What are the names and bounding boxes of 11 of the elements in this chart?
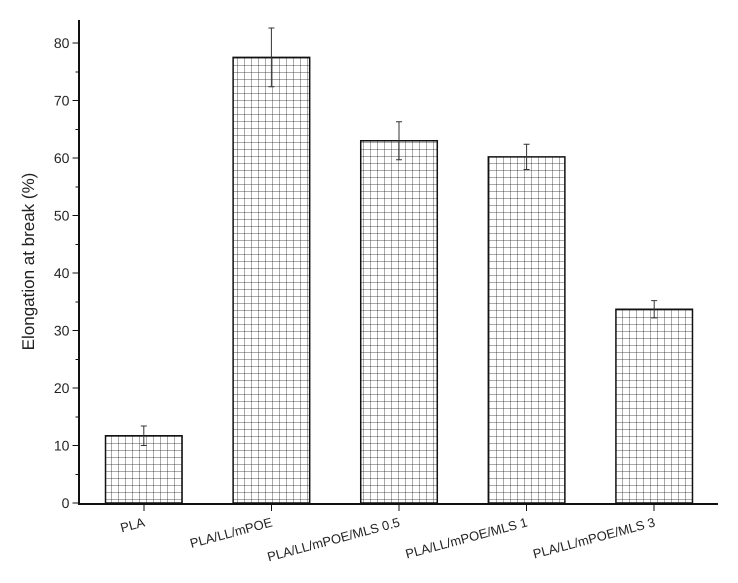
y-tick-label: 50: [54, 207, 70, 224]
y-tick-label: 0: [62, 494, 70, 511]
x-tick-label: PLA: [118, 514, 147, 536]
y-tick-label: 10: [54, 437, 70, 454]
y-tick-label: 60: [54, 150, 70, 166]
y-axis-title: Elongation at break (%): [18, 172, 38, 350]
y-tick-label: 70: [54, 92, 70, 108]
y-tick-label: 40: [54, 264, 70, 281]
y-tick-label: 20: [54, 380, 70, 396]
y-tick-label: 80: [54, 34, 70, 51]
y-tick-label: 30: [54, 322, 70, 338]
